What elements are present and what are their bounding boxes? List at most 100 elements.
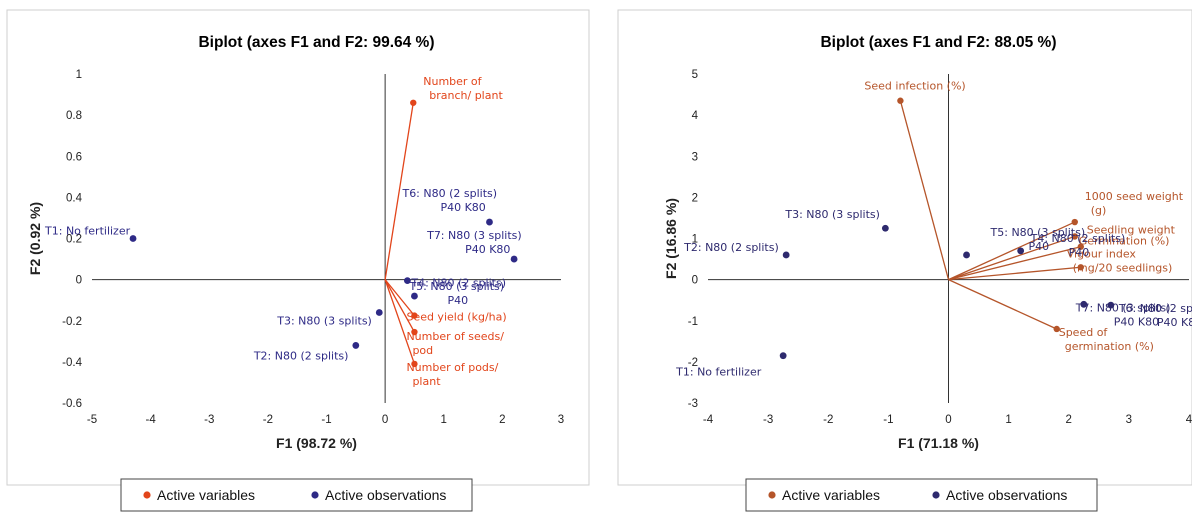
observation-point	[1107, 301, 1115, 309]
variable-point	[1071, 233, 1078, 240]
variable-vector	[384, 279, 415, 317]
observation-label-line: T1: No fertilizer	[44, 225, 131, 238]
observation-label-line: T7: N80 (3 splits)	[1075, 301, 1171, 314]
y-tick-label: 0.6	[66, 151, 82, 163]
variable-label-line: plant	[412, 375, 441, 388]
legend-marker	[768, 491, 776, 499]
x-tick-label: -4	[703, 414, 714, 426]
variable-label: Seed infection (%)	[864, 80, 965, 93]
variable-vector	[899, 100, 950, 280]
observation-label: T2: N80 (2 splits)	[683, 241, 779, 254]
variable-vector	[948, 279, 1057, 330]
variable-point	[411, 328, 418, 336]
y-tick-label: 4	[692, 110, 699, 122]
observation-label: T2: N80 (2 splits)	[253, 349, 349, 362]
observation-point	[510, 255, 518, 263]
y-tick-label: 0.8	[66, 110, 82, 122]
observation-label: T5: N80 (3 splits) P40	[408, 280, 504, 307]
y-tick-label: -0.2	[62, 316, 82, 328]
observation-label-line: T6: N80 (2 splits)	[401, 187, 497, 200]
observation-point	[411, 292, 418, 300]
observation-label: T7: N80 (3 splits) P40 K80	[426, 229, 522, 256]
chart-title: Biplot (axes F1 and F2: 99.64 %)	[198, 34, 434, 51]
biplot-right: Biplot (axes F1 and F2: 88.05 %) -4 -3 -2 -1…	[617, 9, 1192, 512]
variable-label-line: Number of	[423, 75, 482, 88]
x-tick-label: 2	[1066, 414, 1072, 426]
y-tick-label: 0	[76, 275, 82, 287]
variable-label-line: Number of seeds/	[406, 330, 504, 343]
legend-marker	[143, 491, 151, 499]
observation-label-line: T5: N80 (3 splits)	[408, 280, 504, 293]
y-tick-label: 0.4	[66, 192, 83, 204]
variable-point	[1071, 218, 1078, 226]
observation-label: T6: N80 (2 splits)P40 K80	[1118, 302, 1192, 329]
x-tick-label: -3	[763, 414, 773, 426]
variable-vector	[384, 279, 416, 365]
observation-point	[375, 309, 383, 316]
x-tick-label: -1	[883, 414, 893, 426]
observation-label: T4: N80 (2 splits)	[410, 277, 506, 290]
variable-vector	[384, 279, 416, 333]
variable-label-line: Number of pods/	[406, 361, 498, 374]
x-axis-title: F1 (71.18 %)	[898, 435, 979, 451]
legend-box	[745, 478, 1098, 512]
observation-label-line: P40	[447, 294, 468, 307]
variable-point	[897, 97, 904, 104]
variable-label: Seedling weight	[1087, 224, 1176, 237]
variable-label-line: 1000 seed weight	[1085, 190, 1184, 203]
variable-vector	[948, 246, 1081, 281]
variable-label: Speed of germination (%)	[1059, 326, 1154, 353]
variable-point	[410, 99, 417, 106]
observation-point	[352, 342, 360, 349]
variable-label-line: Seedling weight	[1087, 224, 1176, 237]
variable-point	[1077, 243, 1084, 250]
observation-label: T7: N80 (3 splits) P40 K80	[1075, 301, 1171, 328]
y-tick-label: -0.4	[62, 357, 82, 369]
legend-entry: Active variables	[157, 487, 255, 503]
y-axis-title: F2 (0.92 %)	[27, 202, 43, 275]
observation-label-line: T2: N80 (2 splits)	[253, 349, 349, 362]
variable-label-line: (mg/20 seedlings)	[1073, 261, 1173, 274]
variable-vector	[948, 235, 1075, 281]
chart-title: Biplot (axes F1 and F2: 88.05 %)	[820, 34, 1056, 51]
observation-label-line: P40	[1069, 246, 1090, 259]
observation-label-line: P40 K80	[465, 243, 510, 256]
legend-entry: Active variables	[782, 487, 880, 503]
y-tick-label: 0.2	[66, 234, 82, 246]
observation-label: T5: N80 (3 splits) P40	[990, 226, 1086, 253]
observation-label: T1: No fertilizer	[44, 225, 131, 238]
x-tick-label: 0	[382, 414, 388, 426]
x-tick-label: -2	[263, 414, 273, 426]
variable-point	[1077, 264, 1084, 271]
observation-label-line: T2: N80 (2 splits)	[683, 241, 779, 254]
x-tick-label: -1	[321, 414, 331, 426]
y-tick-label: 0	[692, 275, 698, 287]
variable-label-line: Germination (%)	[1079, 234, 1170, 247]
y-tick-label: -0.6	[62, 398, 82, 410]
observation-label-line: P40 K80	[440, 201, 485, 214]
variable-vector	[384, 102, 414, 280]
observation-label-line: T4: N80 (2 splits)	[410, 277, 506, 290]
variable-label: Seed yield (kg/ha)	[406, 311, 506, 324]
x-tick-label: 1	[1005, 414, 1011, 426]
x-tick-label: 4	[1186, 414, 1192, 426]
observation-label-line: T4: N80 (2 splits)	[1030, 232, 1126, 245]
x-tick-label: -3	[204, 414, 214, 426]
variable-label: Number of branch/ plant	[423, 75, 503, 102]
observation-label: T4: N80 (2 splits) P40	[1030, 232, 1126, 259]
y-tick-label: 3	[692, 151, 698, 163]
observation-label: T3: N80 (3 splits)	[784, 208, 880, 221]
y-tick-label: -1	[688, 316, 698, 328]
variable-label-line: Seed yield (kg/ha)	[406, 311, 506, 324]
y-tick-label: 1	[692, 234, 698, 246]
y-tick-label: 2	[692, 192, 698, 204]
observation-point	[486, 218, 493, 226]
observation-point	[782, 251, 790, 259]
biplot-left: Biplot (axes F1 and F2: 99.64 %) -5 -4 -3 -2…	[6, 9, 590, 512]
observation-point	[129, 235, 137, 242]
observation-point	[1080, 300, 1088, 308]
variable-label-line: branch/ plant	[429, 89, 503, 102]
variable-label-line: Speed of	[1059, 326, 1109, 339]
y-tick-label: -3	[688, 398, 698, 410]
